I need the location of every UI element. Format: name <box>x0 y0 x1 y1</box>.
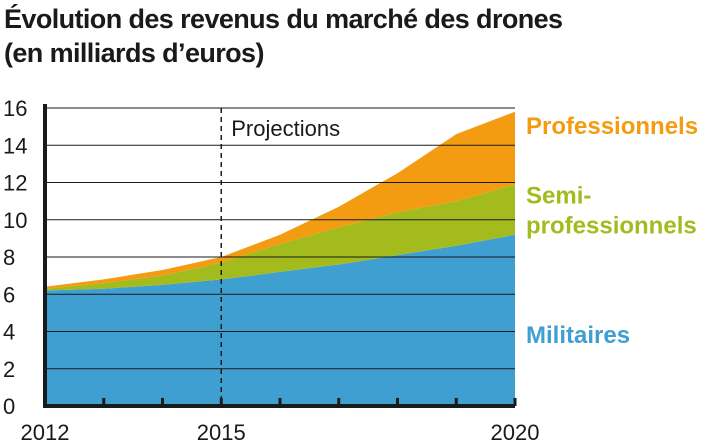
chart-subtitle: (en milliards d’euros) <box>4 38 264 68</box>
projection-label: Projections <box>231 116 340 141</box>
y-tick-label-10: 10 <box>3 208 27 233</box>
chart-title: Évolution des revenus du marché des dron… <box>4 2 563 70</box>
series-label-militaires: Militaires <box>526 322 630 349</box>
y-tick-label-0: 0 <box>3 394 15 419</box>
series-label-professionnels: Professionnels <box>526 113 698 140</box>
y-tick-label-2: 2 <box>3 357 15 382</box>
y-tick-label-12: 12 <box>3 171 27 196</box>
chart-title-main: Évolution des revenus du marché des dron… <box>4 4 563 34</box>
series-label-line: Semi- <box>526 183 591 210</box>
area-semi-professionnels <box>45 184 515 291</box>
x-tick-label-2020: 2020 <box>491 420 540 445</box>
series-label-line: Professionnels <box>526 113 698 140</box>
projection-marker: Projections <box>220 108 340 406</box>
area-layers <box>45 111 515 406</box>
y-tick-label-6: 6 <box>3 282 15 307</box>
gridlines <box>45 107 515 370</box>
series-label-line: Militaires <box>526 322 630 349</box>
y-tick-label-14: 14 <box>3 133 27 158</box>
area-professionnels <box>45 111 515 289</box>
y-tick-label-16: 16 <box>3 96 27 121</box>
series-label-semi-professionnels: Semi-professionnels <box>526 183 697 240</box>
series-labels: Militaires Semi-professionnels Professionn… <box>526 113 698 349</box>
y-tick-label-4: 4 <box>3 320 15 345</box>
x-axis-ticks: 2012 2015 2020 <box>21 398 540 445</box>
area-militaires <box>45 234 515 406</box>
x-tick-label-2015: 2015 <box>197 420 246 445</box>
y-axis-ticks: 0 2 4 6 8 10 12 14 16 <box>3 96 27 419</box>
series-label-line: professionnels <box>526 213 697 240</box>
y-tick-label-8: 8 <box>3 245 15 270</box>
x-tick-label-2012: 2012 <box>21 420 70 445</box>
